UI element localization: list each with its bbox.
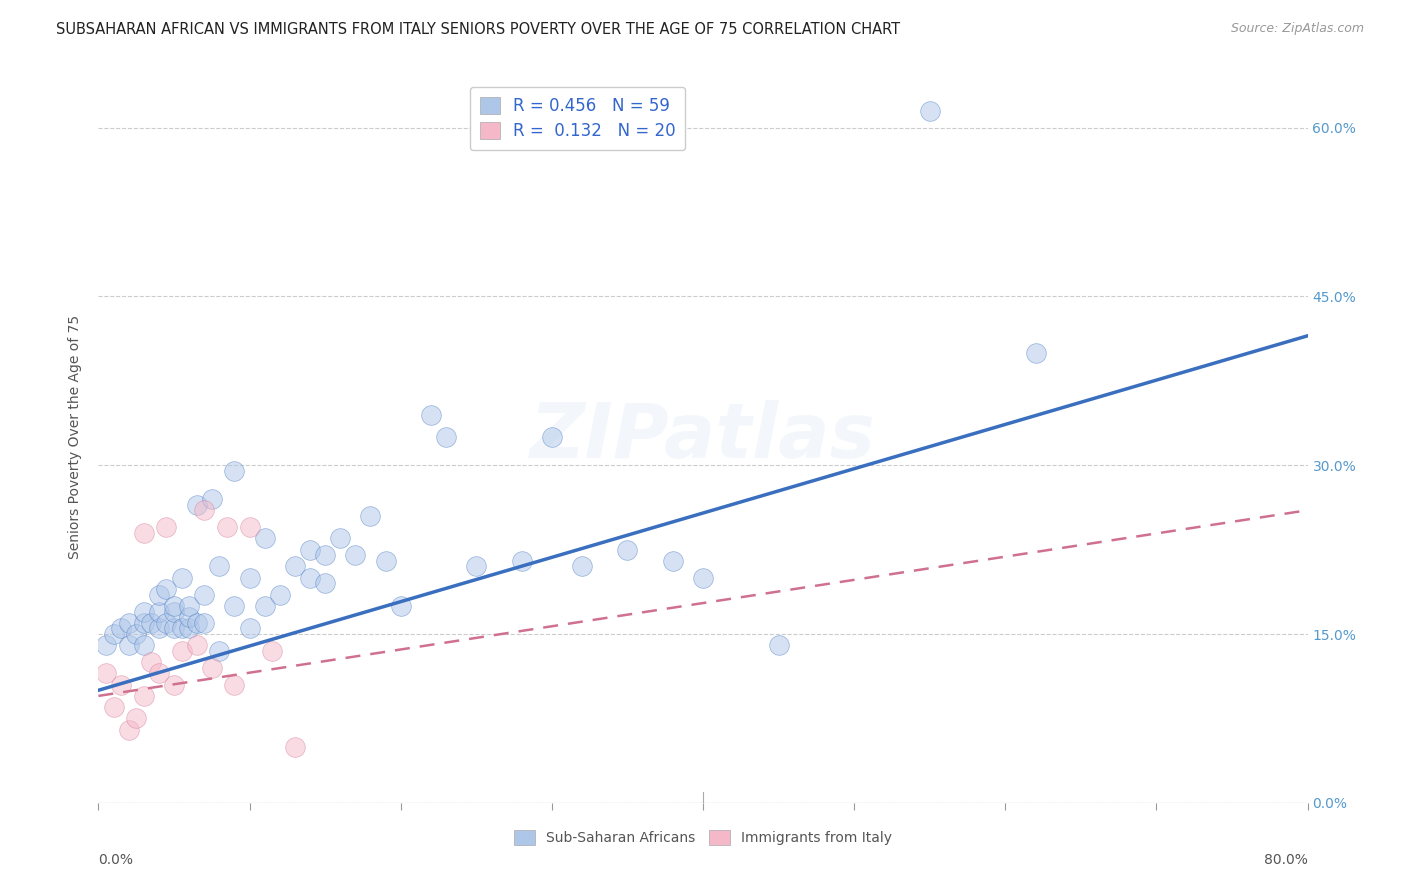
Point [132,638,155,652]
Point [132,605,155,619]
Point [193,615,215,630]
Point [314,548,336,562]
Point [148,588,170,602]
Point [163,605,186,619]
Point [374,554,396,568]
Point [510,554,533,568]
Point [118,615,141,630]
Point [103,700,125,714]
Point [179,621,201,635]
Point [389,599,412,613]
Point [148,605,170,619]
Text: SUBSAHARAN AFRICAN VS IMMIGRANTS FROM ITALY SENIORS POVERTY OVER THE AGE OF 75 C: SUBSAHARAN AFRICAN VS IMMIGRANTS FROM IT… [56,22,900,37]
Point [253,532,276,546]
Point [201,491,224,506]
Point [208,559,231,574]
Point [201,661,224,675]
Point [179,610,201,624]
Point [239,520,262,534]
Point [571,559,593,574]
Point [118,638,141,652]
Point [186,638,208,652]
Legend: Sub-Saharan Africans, Immigrants from Italy: Sub-Saharan Africans, Immigrants from It… [509,825,897,851]
Point [299,542,322,557]
Text: 0.0%: 0.0% [98,854,134,867]
Point [344,548,367,562]
Point [125,711,148,725]
Point [170,644,193,658]
Point [918,103,941,118]
Point [193,588,215,602]
Point [284,739,307,754]
Point [262,644,284,658]
Point [269,588,291,602]
Point [284,559,307,574]
Point [465,559,488,574]
Point [224,599,246,613]
Point [155,615,177,630]
Point [170,571,193,585]
Point [186,498,208,512]
Point [239,621,262,635]
Point [253,599,276,613]
Point [163,621,186,635]
Point [661,554,683,568]
Point [141,655,163,669]
Point [1024,345,1046,359]
Point [239,571,262,585]
Point [314,576,336,591]
Point [148,666,170,681]
Point [179,599,201,613]
Point [94,666,117,681]
Point [208,644,231,658]
Point [132,525,155,540]
Point [163,678,186,692]
Point [148,621,170,635]
Point [155,582,177,596]
Y-axis label: Seniors Poverty Over the Age of 75: Seniors Poverty Over the Age of 75 [69,315,83,559]
Point [103,627,125,641]
Text: 80.0%: 80.0% [1264,854,1308,867]
Text: Source: ZipAtlas.com: Source: ZipAtlas.com [1230,22,1364,36]
Point [193,503,215,517]
Point [224,464,246,478]
Point [110,621,132,635]
Point [215,520,238,534]
Point [132,689,155,703]
Point [94,638,117,652]
Point [163,599,186,613]
Point [692,571,714,585]
Point [420,408,443,422]
Point [360,508,382,523]
Point [434,430,457,444]
Point [155,520,177,534]
Point [125,627,148,641]
Point [170,621,193,635]
Point [329,532,352,546]
Point [299,571,322,585]
Text: ZIPatlas: ZIPatlas [530,401,876,474]
Point [768,638,790,652]
Point [224,678,246,692]
Point [118,723,141,737]
Point [141,615,163,630]
Point [540,430,562,444]
Point [132,615,155,630]
Point [110,678,132,692]
Point [186,615,208,630]
Point [616,542,638,557]
